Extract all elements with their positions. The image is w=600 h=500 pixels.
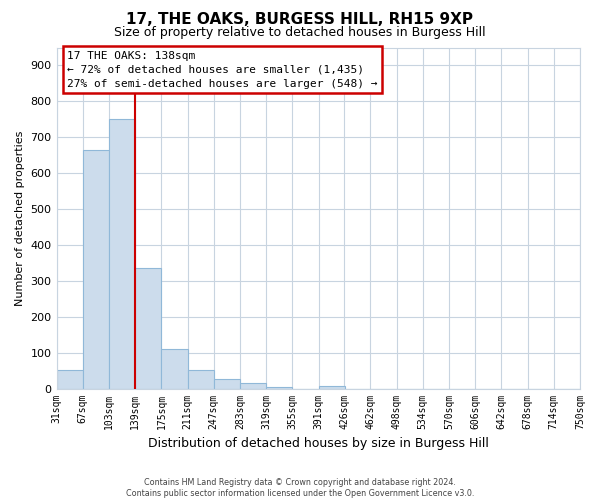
Text: 17 THE OAKS: 138sqm
← 72% of detached houses are smaller (1,435)
27% of semi-det: 17 THE OAKS: 138sqm ← 72% of detached ho…: [67, 51, 377, 89]
Text: 17, THE OAKS, BURGESS HILL, RH15 9XP: 17, THE OAKS, BURGESS HILL, RH15 9XP: [127, 12, 473, 28]
Bar: [240, 383, 266, 388]
Text: Size of property relative to detached houses in Burgess Hill: Size of property relative to detached ho…: [114, 26, 486, 39]
Bar: [135, 268, 161, 388]
Bar: [188, 370, 214, 388]
Y-axis label: Number of detached properties: Number of detached properties: [15, 130, 25, 306]
Bar: [161, 349, 188, 389]
Bar: [109, 120, 135, 388]
Bar: [214, 379, 240, 388]
Bar: [83, 150, 109, 388]
X-axis label: Distribution of detached houses by size in Burgess Hill: Distribution of detached houses by size …: [148, 437, 489, 450]
Bar: [56, 370, 83, 388]
Bar: [266, 387, 292, 388]
Text: Contains HM Land Registry data © Crown copyright and database right 2024.
Contai: Contains HM Land Registry data © Crown c…: [126, 478, 474, 498]
Bar: [319, 386, 345, 388]
